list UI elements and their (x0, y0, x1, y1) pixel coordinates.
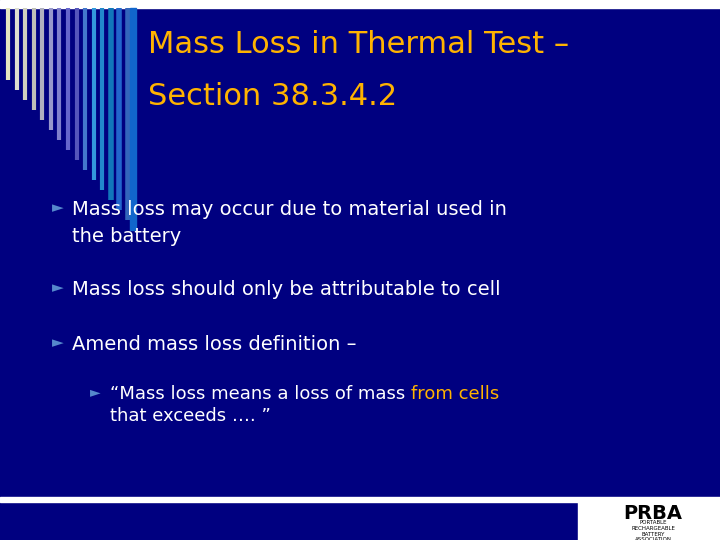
Text: Mass loss should only be attributable to cell: Mass loss should only be attributable to… (72, 280, 500, 299)
Text: PORTABLE
RECHARGEABLE
BATTERY
ASSOCIATION: PORTABLE RECHARGEABLE BATTERY ASSOCIATIO… (631, 520, 675, 540)
Text: from cells: from cells (411, 385, 499, 403)
Bar (0, 497, 720, 502)
Bar (130, 8, 136, 230)
Text: that exceeds …. ”: that exceeds …. ” (110, 407, 271, 425)
Text: ►: ► (90, 385, 101, 399)
Text: PRBA: PRBA (624, 504, 683, 523)
Text: ►: ► (52, 200, 64, 215)
Text: Section 38.3.4.2: Section 38.3.4.2 (148, 82, 397, 111)
Text: Mass Loss in Thermal Test –: Mass Loss in Thermal Test – (148, 30, 569, 59)
Bar (0, 0, 720, 8)
Text: “Mass loss means a loss of mass: “Mass loss means a loss of mass (110, 385, 411, 403)
Text: ►: ► (52, 335, 64, 350)
Text: Amend mass loss definition –: Amend mass loss definition – (72, 335, 356, 354)
Bar (578, 502, 720, 540)
Text: ►: ► (52, 280, 64, 295)
Text: Mass loss may occur due to material used in
the battery: Mass loss may occur due to material used… (72, 200, 507, 246)
